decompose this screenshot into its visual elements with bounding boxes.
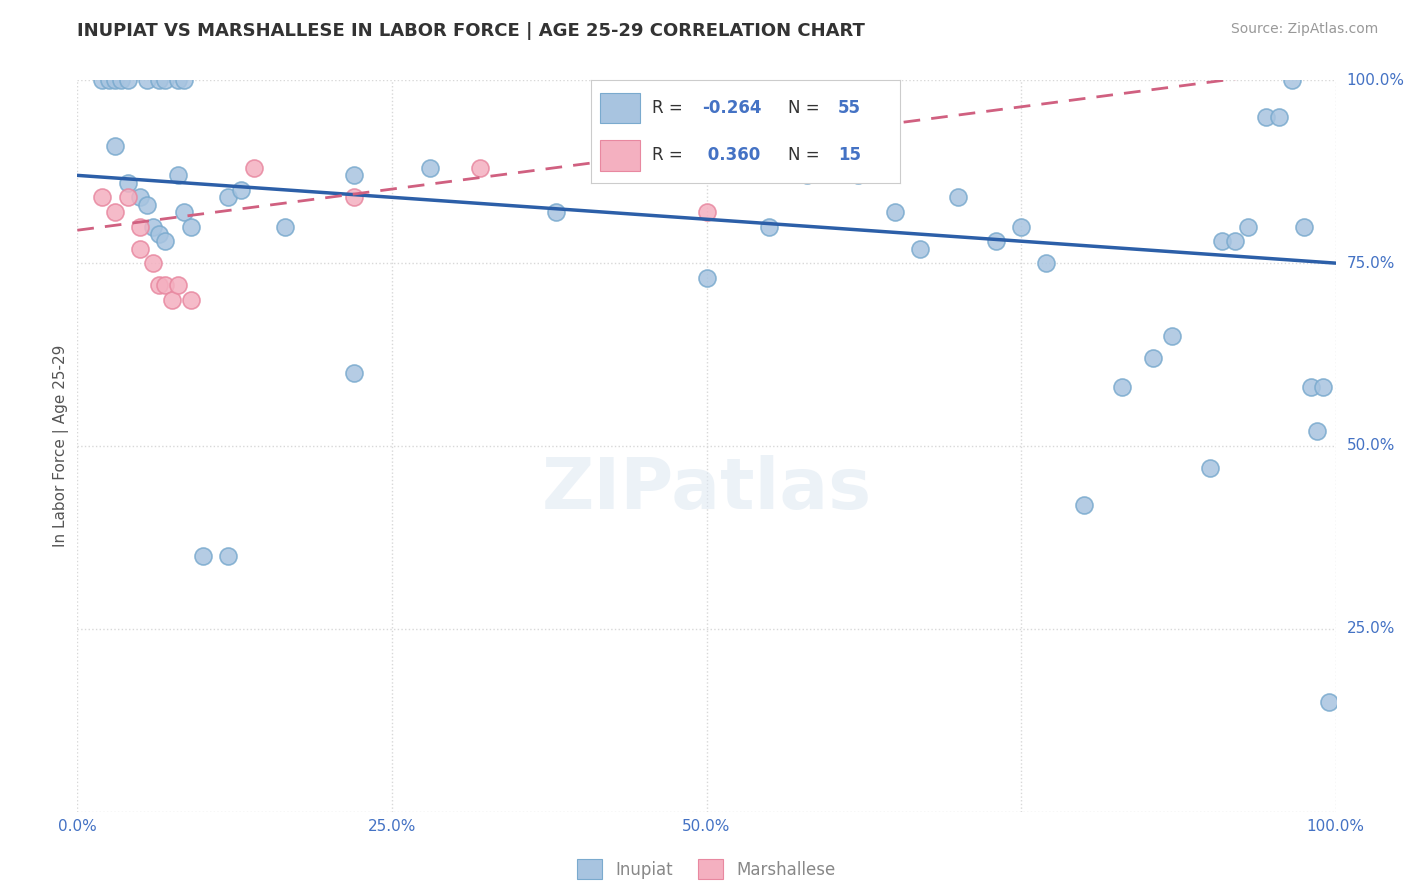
Point	[97, 73, 120, 87]
Point	[217, 549, 239, 563]
Point	[1306, 425, 1329, 439]
Text: 75.0%: 75.0%	[1347, 256, 1395, 270]
Point	[910, 242, 932, 256]
Point	[846, 169, 869, 183]
Point	[1161, 329, 1184, 343]
Point	[167, 278, 190, 293]
Text: N =: N =	[789, 99, 820, 117]
Point	[1281, 73, 1303, 87]
Text: 55: 55	[838, 99, 860, 117]
Point	[155, 73, 177, 87]
Point	[1111, 380, 1133, 394]
Point	[1268, 110, 1291, 124]
Text: 15: 15	[838, 146, 860, 164]
Point	[1294, 219, 1316, 234]
Text: 25.0%: 25.0%	[1347, 622, 1395, 636]
Legend: Inupiat, Marshallese: Inupiat, Marshallese	[569, 850, 844, 888]
Point	[91, 190, 114, 204]
Point	[343, 169, 366, 183]
Point	[104, 139, 127, 153]
Point	[468, 161, 491, 175]
Point	[129, 219, 152, 234]
Point	[696, 205, 718, 219]
Point	[229, 183, 252, 197]
Point	[129, 242, 152, 256]
Point	[117, 176, 139, 190]
Bar	[600, 140, 640, 170]
Y-axis label: In Labor Force | Age 25-29: In Labor Force | Age 25-29	[53, 345, 69, 547]
Point	[1236, 219, 1258, 234]
Point	[343, 190, 366, 204]
Text: N =: N =	[789, 146, 820, 164]
Point	[343, 366, 366, 380]
Point	[167, 169, 190, 183]
Point	[1073, 498, 1095, 512]
Point	[796, 169, 818, 183]
Point	[1299, 380, 1322, 394]
Point	[419, 161, 441, 175]
Point	[696, 270, 718, 285]
Text: ZIPatlas: ZIPatlas	[541, 456, 872, 524]
Point	[1223, 234, 1246, 248]
Point	[135, 197, 157, 211]
Text: INUPIAT VS MARSHALLESE IN LABOR FORCE | AGE 25-29 CORRELATION CHART: INUPIAT VS MARSHALLESE IN LABOR FORCE | …	[77, 22, 865, 40]
Point	[1198, 461, 1220, 475]
Point	[117, 73, 139, 87]
Point	[91, 73, 114, 87]
Text: 0.360: 0.360	[702, 146, 761, 164]
Text: 50.0%: 50.0%	[1347, 439, 1395, 453]
Point	[242, 161, 264, 175]
Point	[758, 219, 780, 234]
Point	[180, 219, 202, 234]
Point	[1312, 380, 1334, 394]
Text: Source: ZipAtlas.com: Source: ZipAtlas.com	[1230, 22, 1378, 37]
Point	[1035, 256, 1057, 270]
Point	[274, 219, 297, 234]
Point	[148, 73, 170, 87]
Point	[191, 549, 215, 563]
Point	[129, 190, 152, 204]
Text: R =: R =	[652, 146, 683, 164]
Point	[148, 278, 170, 293]
Point	[173, 205, 195, 219]
Point	[155, 234, 177, 248]
Point	[148, 227, 170, 241]
Point	[117, 190, 139, 204]
Point	[110, 73, 132, 87]
Point	[173, 73, 195, 87]
Point	[884, 205, 907, 219]
Point	[217, 190, 239, 204]
Point	[160, 293, 183, 307]
Point	[135, 73, 157, 87]
Point	[1211, 234, 1233, 248]
Point	[1142, 351, 1164, 366]
Point	[155, 278, 177, 293]
Point	[948, 190, 970, 204]
Point	[544, 205, 567, 219]
Point	[984, 234, 1007, 248]
Point	[104, 73, 127, 87]
Text: -0.264: -0.264	[702, 99, 762, 117]
Point	[104, 205, 127, 219]
Text: R =: R =	[652, 99, 683, 117]
Point	[142, 256, 165, 270]
Point	[1319, 695, 1341, 709]
Point	[167, 73, 190, 87]
Point	[142, 219, 165, 234]
Point	[1010, 219, 1032, 234]
Point	[180, 293, 202, 307]
Text: 100.0%: 100.0%	[1347, 73, 1405, 87]
Bar	[600, 93, 640, 123]
Point	[1256, 110, 1278, 124]
